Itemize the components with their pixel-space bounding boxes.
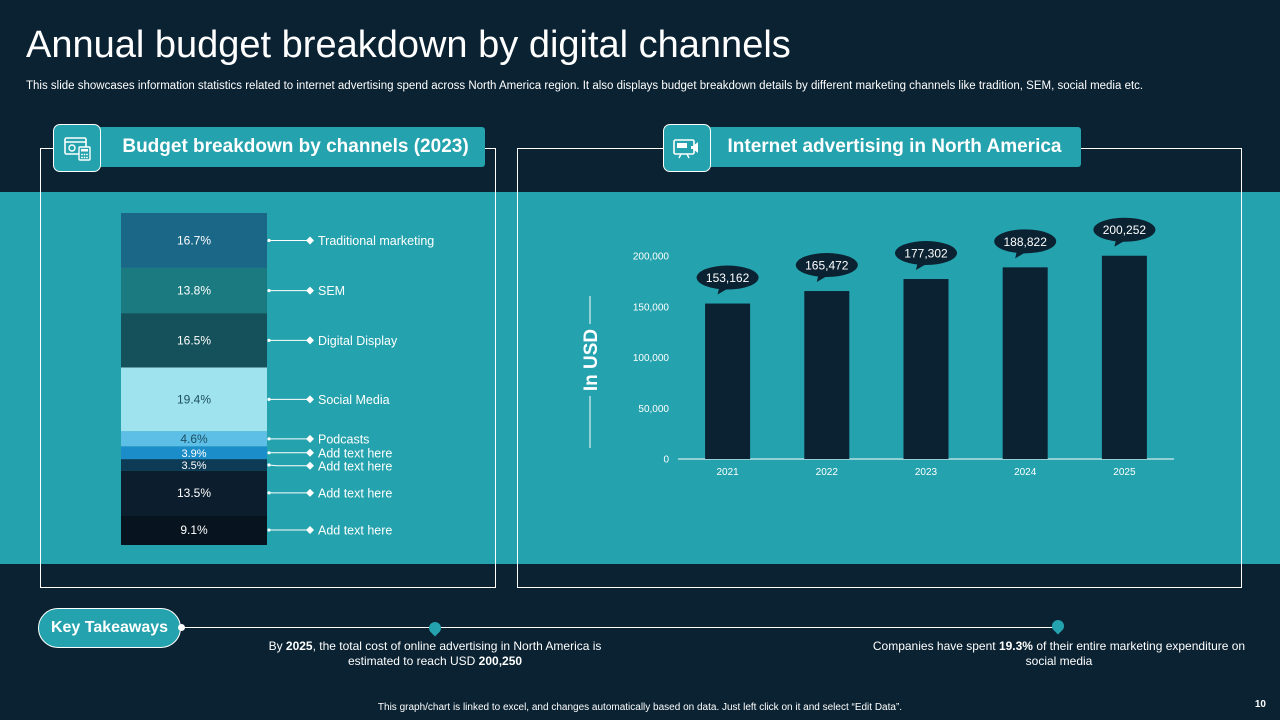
takeaway-text-2: Companies have spent 19.3% of their enti… [872,639,1246,668]
key-takeaways-pill: Key Takeaways [38,608,181,648]
stack-segment [121,459,267,471]
legend-label: Digital Display [318,334,398,348]
callout-bubble [895,241,957,266]
bar [804,291,850,459]
bar [1101,255,1147,459]
value-callout: 200,252 [1093,217,1156,247]
leader-diamond [306,434,314,443]
value-callout: 188,822 [994,229,1057,259]
leader-diamond [306,526,314,535]
legend-label: Add text here [318,459,392,473]
callout-bubble [1093,217,1156,242]
segment-value-label: 4.6% [180,432,208,446]
value-callout: 153,162 [696,265,759,295]
ad-megaphone-icon [663,124,711,172]
y-tick-label: 150,000 [633,302,670,313]
x-tick-label: 2022 [816,467,839,478]
stack-segment [121,515,267,545]
y-tick-label: 0 [663,455,669,466]
segment-value-label: 3.9% [181,448,206,460]
bar [1002,267,1048,459]
leader-diamond [306,461,314,470]
stack-segment [121,446,267,460]
legend-label: Add text here [318,486,392,500]
x-tick-label: 2021 [716,467,739,478]
right-panel-header-label: Internet advertising in North America [727,136,1062,157]
right-panel-header: Internet advertising in North America [700,127,1081,167]
leader-diamond [306,336,314,345]
legend-label: Social Media [318,393,390,407]
left-panel-header-label: Budget breakdown by channels (2023) [122,136,469,157]
stack-segment [121,267,267,314]
y-tick-label: 50,000 [638,404,669,415]
takeaway-text-1: By 2025, the total cost of online advert… [268,639,602,668]
key-takeaways-label: Key Takeaways [50,619,169,636]
takeaway-connector-dot [178,624,185,631]
footer-note: This graph/chart is linked to excel, and… [377,702,903,713]
data-value-label: 165,472 [805,259,849,273]
callout-bubble [994,229,1057,254]
y-tick-label: 100,000 [633,353,670,364]
segment-value-label: 13.8% [177,284,211,298]
segment-value-label: 16.7% [177,233,211,247]
leader-diamond [306,488,314,497]
stack-segment [121,431,267,447]
callout-bubble [696,265,759,290]
leader-diamond [306,448,314,457]
callout-tail [916,261,928,271]
x-tick-label: 2025 [1113,467,1136,478]
data-value-label: 177,302 [904,247,948,261]
x-tick-label: 2024 [1014,467,1037,478]
callout-tail [1114,237,1127,247]
legend-label: Podcasts [318,432,369,446]
callout-tail [717,285,730,295]
legend-label: Add text here [318,446,392,460]
bar [903,279,949,459]
stack-segment [121,470,267,516]
stack-segment [121,313,267,368]
slide-subtitle: This slide showcases information statist… [26,80,1144,92]
leader-diamond [306,286,314,295]
callout-bubble [795,253,858,278]
legend-label: Traditional marketing [318,234,434,248]
segment-value-label: 9.1% [180,523,208,537]
data-value-label: 153,162 [706,271,750,285]
leader-diamond [306,236,314,245]
takeaway-connector-line [181,627,1061,628]
page-number: 10 [1254,699,1266,710]
segment-value-label: 16.5% [177,333,211,347]
data-value-label: 200,252 [1103,223,1147,237]
legend-label: Add text here [318,524,392,538]
x-tick-label: 2023 [915,467,938,478]
stack-segment [121,213,267,268]
budget-calculator-icon [53,124,101,172]
segment-value-label: 13.5% [177,486,211,500]
y-tick-label: 200,000 [633,252,670,263]
segment-value-label: 3.5% [181,460,206,472]
leader-line [268,464,310,467]
callout-tail [1015,249,1028,259]
legend-label: SEM [318,284,345,298]
left-panel-header: Budget breakdown by channels (2023) [92,127,485,167]
value-callout: 177,302 [895,241,957,271]
value-callout: 165,472 [795,253,858,283]
leader-diamond [306,395,314,404]
callout-tail [816,273,829,283]
data-value-label: 188,822 [1004,235,1048,249]
y-axis-title: In USD [581,329,602,391]
segment-value-label: 19.4% [177,392,211,406]
slide-title: Annual budget breakdown by digital chann… [26,24,791,66]
stack-segment [121,367,267,432]
bar [705,303,751,459]
